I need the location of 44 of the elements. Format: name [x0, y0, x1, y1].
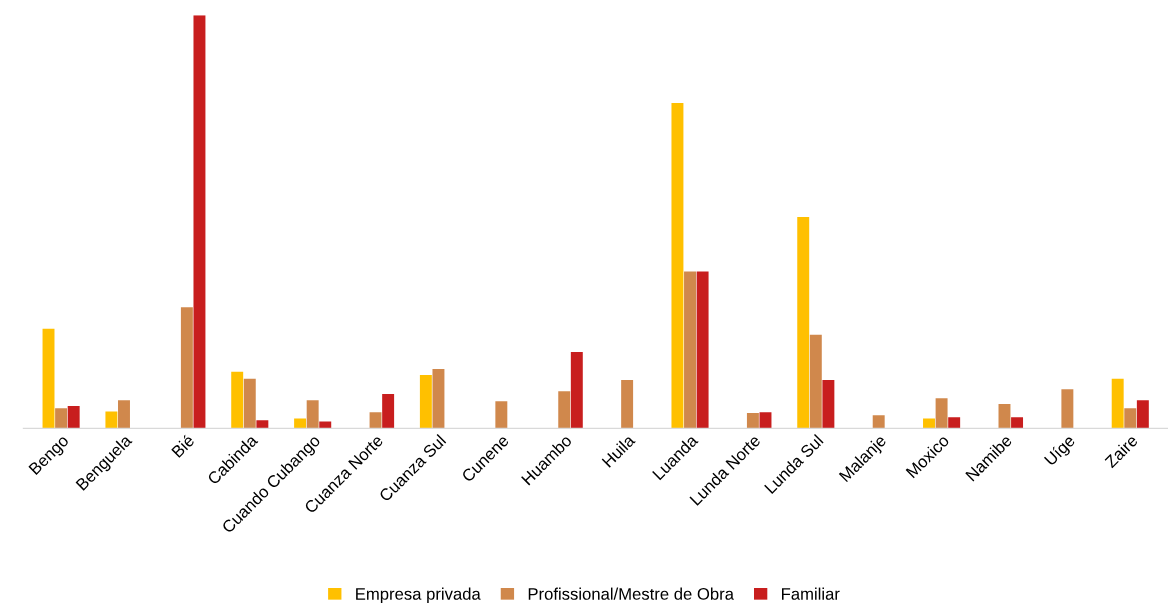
- bar: [105, 411, 118, 429]
- bar: [294, 418, 307, 429]
- bar: [746, 413, 759, 429]
- bar: [118, 400, 130, 429]
- bar: [382, 394, 395, 429]
- bar: [419, 375, 432, 429]
- bar: [998, 404, 1011, 429]
- bar: [306, 400, 319, 429]
- bar: [822, 380, 835, 429]
- bar: [684, 271, 696, 429]
- bar: [55, 408, 68, 429]
- bar: [759, 412, 772, 429]
- bar: [193, 15, 206, 429]
- bar: [558, 391, 571, 429]
- bar: [432, 368, 445, 429]
- bar: [319, 421, 332, 429]
- bar: [180, 307, 193, 429]
- bar: [935, 398, 948, 429]
- bar: [872, 415, 885, 429]
- legend-label: Profissional/Mestre de Obra: [528, 587, 734, 600]
- bar: [1111, 378, 1124, 429]
- legend-label: Familiar: [782, 587, 840, 600]
- bar: [696, 271, 709, 429]
- bar: [495, 401, 508, 429]
- bar: [256, 420, 269, 429]
- x-tick-label: Uíge: [1043, 433, 1078, 469]
- bar: [671, 102, 684, 429]
- bar: [797, 216, 810, 429]
- bar: [243, 378, 256, 429]
- bar: [1136, 400, 1149, 429]
- bar: [1011, 417, 1024, 429]
- bar: [923, 418, 935, 429]
- bar: [1061, 389, 1074, 429]
- bar: [42, 328, 55, 429]
- bar: [369, 412, 382, 429]
- bar: [809, 334, 822, 429]
- bar: [570, 351, 583, 429]
- x-tick-label: Bié: [170, 433, 196, 458]
- legend-label: Empresa privada: [356, 587, 481, 604]
- bar: [1124, 408, 1137, 429]
- bar: [948, 417, 961, 429]
- bar: [231, 371, 244, 429]
- bar: [67, 406, 80, 429]
- bar: [621, 380, 634, 429]
